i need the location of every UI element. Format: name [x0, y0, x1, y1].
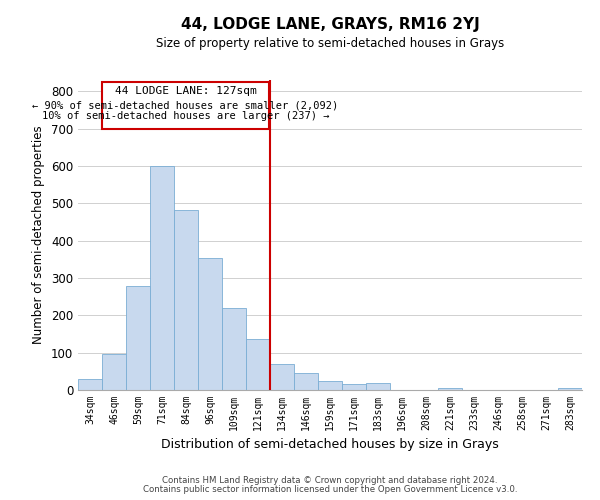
Bar: [558, 388, 582, 390]
Bar: [222, 308, 246, 390]
Bar: [174, 210, 198, 390]
Text: Size of property relative to semi-detached houses in Grays: Size of property relative to semi-detach…: [156, 38, 504, 51]
Bar: [78, 379, 102, 390]
Bar: [150, 166, 174, 390]
Text: 44, LODGE LANE, GRAYS, RM16 2YJ: 44, LODGE LANE, GRAYS, RM16 2YJ: [181, 18, 479, 32]
Text: ← 90% of semi-detached houses are smaller (2,092): ← 90% of semi-detached houses are smalle…: [32, 100, 338, 110]
Bar: [366, 384, 390, 390]
Bar: [198, 258, 222, 390]
Bar: [318, 380, 342, 390]
X-axis label: Distribution of semi-detached houses by size in Grays: Distribution of semi-detached houses by …: [161, 438, 499, 452]
Text: 44 LODGE LANE: 127sqm: 44 LODGE LANE: 127sqm: [115, 86, 256, 96]
FancyBboxPatch shape: [102, 82, 269, 128]
Bar: [270, 364, 294, 390]
Bar: [102, 354, 126, 390]
Y-axis label: Number of semi-detached properties: Number of semi-detached properties: [32, 126, 46, 344]
Text: Contains HM Land Registry data © Crown copyright and database right 2024.: Contains HM Land Registry data © Crown c…: [162, 476, 498, 485]
Text: Contains public sector information licensed under the Open Government Licence v3: Contains public sector information licen…: [143, 485, 517, 494]
Bar: [438, 388, 462, 390]
Bar: [342, 384, 366, 390]
Text: 10% of semi-detached houses are larger (237) →: 10% of semi-detached houses are larger (…: [41, 111, 329, 121]
Bar: [246, 339, 270, 390]
Bar: [126, 286, 150, 390]
Bar: [294, 373, 318, 390]
